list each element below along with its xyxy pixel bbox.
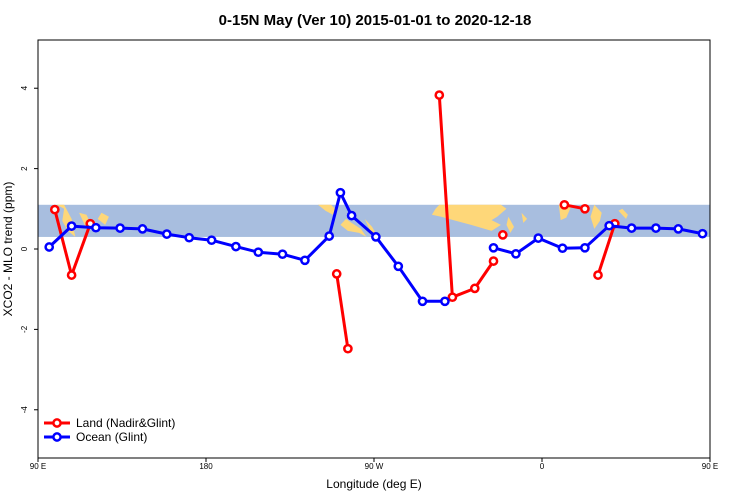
data-point	[434, 90, 445, 100]
series-line	[596, 223, 617, 276]
data-point	[393, 261, 404, 272]
data-point	[417, 296, 428, 307]
data-point	[469, 283, 480, 294]
map-land-10	[590, 204, 602, 229]
x-tick-label: 0	[540, 462, 545, 471]
series-1	[44, 187, 708, 307]
data-point	[511, 248, 521, 259]
data-point	[626, 223, 637, 233]
data-point	[497, 230, 508, 240]
data-point	[557, 243, 568, 254]
series-0	[49, 90, 620, 354]
data-point	[604, 220, 615, 231]
map-land-3	[318, 204, 337, 215]
data-point	[488, 242, 499, 253]
data-point	[44, 242, 55, 252]
map-land-2	[97, 212, 109, 225]
x-tick-label: 180	[199, 462, 213, 471]
data-point	[559, 199, 570, 210]
data-point	[253, 247, 264, 258]
data-point	[673, 224, 684, 234]
data-point	[440, 296, 450, 307]
data-point	[277, 249, 288, 260]
legend-entry: Land (Nadir&Glint)	[76, 416, 175, 430]
data-point	[324, 231, 335, 241]
y-tick-label: 0	[20, 246, 29, 251]
y-tick-label: -4	[20, 406, 29, 414]
map-land-6	[431, 204, 507, 231]
legend: Land (Nadir&Glint)Ocean (Glint)	[44, 416, 175, 444]
data-point	[533, 233, 544, 243]
y-tick-label: -2	[20, 325, 29, 333]
data-point	[115, 223, 125, 233]
data-point	[371, 232, 381, 242]
data-point	[300, 255, 310, 266]
y-tick-label: 4	[20, 85, 29, 90]
series-line	[437, 95, 495, 299]
data-point	[137, 224, 148, 234]
legend-entry: Ocean (Glint)	[76, 430, 147, 444]
series-line	[335, 273, 350, 349]
chart-title: 0-15N May (Ver 10) 2015-01-01 to 2020-12…	[219, 12, 532, 29]
x-axis-label: Longitude (deg E)	[326, 477, 421, 491]
data-point	[331, 269, 342, 279]
map-land-8	[521, 212, 528, 223]
x-axis: 90 E 180 90 W 0 90 E	[30, 458, 718, 471]
data-point	[593, 270, 603, 280]
data-point	[580, 242, 590, 253]
series-layer	[44, 90, 708, 354]
x-tick-label: 90 E	[702, 462, 718, 471]
y-tick-label: 2	[20, 166, 29, 171]
series-line	[493, 224, 703, 256]
map-land-12	[618, 208, 628, 219]
legend-marker	[52, 418, 62, 428]
data-point	[697, 228, 708, 239]
map-land-7	[506, 216, 514, 233]
data-point	[651, 223, 661, 233]
data-point	[335, 187, 346, 198]
map-land-4	[340, 218, 367, 237]
data-point	[346, 210, 357, 221]
data-point	[66, 270, 77, 280]
data-point	[66, 221, 77, 231]
data-point	[184, 232, 195, 243]
y-axis-label: XCO2 - MLO trend (ppm)	[1, 182, 15, 317]
data-point	[488, 256, 499, 266]
x-tick-label: 90 W	[365, 462, 384, 471]
data-point	[49, 204, 60, 215]
data-point	[231, 241, 241, 252]
data-point	[91, 222, 101, 233]
data-point	[206, 235, 217, 246]
data-point	[343, 343, 353, 354]
data-point	[161, 229, 172, 239]
y-axis: -4 -2 0 2 4	[20, 85, 38, 413]
data-point	[580, 203, 590, 214]
data-point	[447, 292, 458, 303]
x-tick-label: 90 E	[30, 462, 46, 471]
legend-marker	[52, 432, 62, 442]
plot-frame	[37, 39, 711, 459]
